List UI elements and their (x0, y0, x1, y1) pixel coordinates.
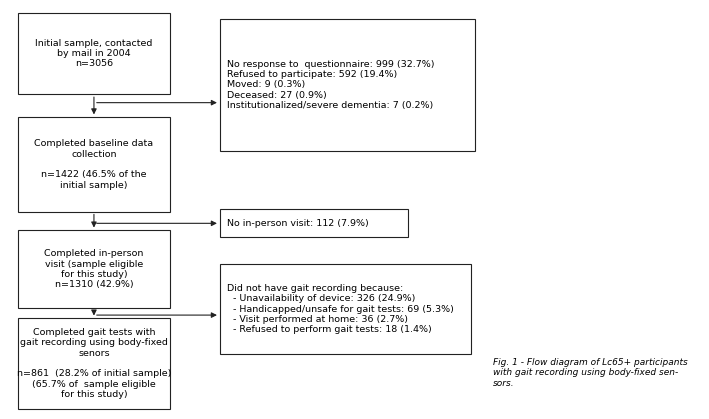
Bar (220, 210, 408, 237)
Text: Completed baseline data
collection

n=1422 (46.5% of the
initial sample): Completed baseline data collection n=142… (34, 139, 154, 190)
Text: Completed in-person
visit (sample eligible
for this study)
n=1310 (42.9%): Completed in-person visit (sample eligib… (44, 249, 144, 289)
Text: Did not have gait recording because:
  - Unavailability of device: 326 (24.9%)
 : Did not have gait recording because: - U… (227, 284, 454, 334)
Bar (220, 264, 471, 354)
Text: Completed gait tests with
gait recording using body-fixed
senors

n=861  (28.2% : Completed gait tests with gait recording… (17, 328, 171, 399)
Bar (18, 230, 170, 308)
Text: Fig. 1 - Flow diagram of Lc65+ participants
with gait recording using body-fixed: Fig. 1 - Flow diagram of Lc65+ participa… (493, 358, 688, 388)
Text: No in-person visit: 112 (7.9%): No in-person visit: 112 (7.9%) (227, 219, 369, 228)
Bar (18, 117, 170, 212)
Bar (220, 19, 475, 151)
Text: No response to  questionnaire: 999 (32.7%)
Refused to participate: 592 (19.4%)
M: No response to questionnaire: 999 (32.7%… (227, 59, 435, 110)
Bar (18, 318, 170, 409)
Text: Initial sample, contacted
by mail in 2004
n=3056: Initial sample, contacted by mail in 200… (35, 39, 152, 68)
Bar (18, 13, 170, 94)
